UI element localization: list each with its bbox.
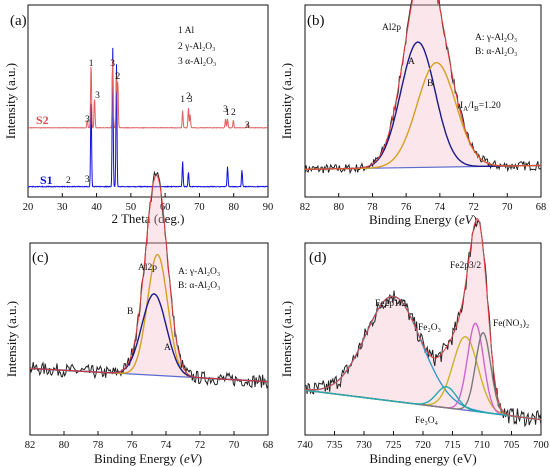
annotation-fe2o3: Fe₂O₃ <box>418 323 441 333</box>
x-tick-label: 80 <box>59 440 70 451</box>
y-axis-label: Intensity (a.u.) <box>3 63 18 139</box>
panel-c: (c) 82 80 78 76 74 72 70 68 Al2p A: γ-Al₂O₃ B: … <box>0 238 275 467</box>
y-axis-label: Intensity (a.u.) <box>279 301 294 377</box>
series-label-s1: S1 <box>40 173 53 187</box>
x-tick-label: 725 <box>386 440 402 451</box>
x-axis-label: Binding Energy (eV) <box>94 451 202 466</box>
panel-tag: (a) <box>10 13 27 29</box>
legend-line-alpha: 3 α-Al₂O₃ <box>178 57 216 67</box>
x-tick-label: 720 <box>415 440 431 451</box>
legend-line-al: 1 Al <box>178 26 194 36</box>
x-tick-label: 80 <box>333 202 344 213</box>
xps-fe2p-chart: (d) 740 735 730 725 720 715 710 705 700 Fe2p1/2 … <box>275 238 550 467</box>
xrd-chart: (a) 3133121 2331 232 3 20 30 40 50 60 70 80 90 1 A… <box>0 0 275 228</box>
x-tick-label: 90 <box>263 202 274 213</box>
annotation-fe2p12: Fe2p1/2 <box>375 299 406 309</box>
legend-line-a: A: γ-Al₂O₃ <box>475 33 517 43</box>
annotation-fe3o4: Fe₃O₄ <box>415 416 438 426</box>
x-tick-label: 710 <box>474 440 490 451</box>
x-tick-label: 740 <box>297 440 313 451</box>
peak-label: 3 <box>95 91 100 101</box>
peak-label: 2 <box>115 72 120 82</box>
x-tick-label: 68 <box>263 440 274 451</box>
peak-letter-a: A <box>164 343 171 353</box>
peak-label: 2 <box>231 108 236 118</box>
x-tick-label: 70 <box>502 202 513 213</box>
y-axis-label: Intensity (a.u.) <box>279 63 294 139</box>
panel-tag: (b) <box>307 13 325 29</box>
x-tick-label: 80 <box>228 202 239 213</box>
peak-label: 2 <box>66 176 71 186</box>
peak-label: 3 <box>85 175 90 185</box>
peak-label: 1 <box>180 95 185 105</box>
chart-title: Al2p <box>382 23 401 33</box>
x-tick-label: 40 <box>91 202 102 213</box>
x-tick-label: 30 <box>57 202 68 213</box>
panel-d: (d) 740 735 730 725 720 715 710 705 700 Fe2p1/2 … <box>275 238 550 467</box>
panel-a: (a) 313312123312323 20 30 40 50 60 70 80 90 1 A… <box>0 0 275 228</box>
y-axis-label: Intensity (a.u.) <box>4 301 19 377</box>
annotation-fe2p32: Fe2p3/2 <box>450 261 481 271</box>
x-tick-label: 70 <box>229 440 240 451</box>
xps-al2p-chart-c: (c) 82 80 78 76 74 72 70 68 Al2p A: γ-Al₂O₃ B: … <box>0 238 275 467</box>
x-tick-label: 730 <box>356 440 372 451</box>
panel-tag: (d) <box>309 250 327 266</box>
peak-letter-b: B <box>427 79 433 89</box>
legend-line-b: B: α-Al₂O₃ <box>475 47 517 57</box>
x-tick-label: 82 <box>300 202 311 213</box>
peak-label: 1 <box>225 108 230 118</box>
xps-al2p-chart-b: (b) 82 80 78 76 74 72 70 68 Al2p A: γ-Al₂O₃ B: … <box>275 0 550 228</box>
peak-label: 3 <box>110 59 115 69</box>
legend-line-gamma: 2 γ-Al₂O₃ <box>178 42 215 52</box>
peak-letter-a: A <box>408 57 415 67</box>
x-tick-label: 715 <box>445 440 461 451</box>
x-tick-label: 700 <box>533 440 549 451</box>
peak-label: 3 <box>188 95 193 105</box>
x-tick-label: 72 <box>195 440 206 451</box>
x-tick-label: 70 <box>194 202 205 213</box>
legend-line-a: A: γ-Al₂O₃ <box>178 267 220 277</box>
x-tick-label: 78 <box>93 440 104 451</box>
peak-label: 3 <box>245 121 250 131</box>
x-tick-label: 82 <box>25 440 36 451</box>
peak-letter-b: B <box>127 307 133 317</box>
x-axis-label: Binding energy (eV) <box>369 451 476 466</box>
peak-label: 3 <box>85 115 90 125</box>
panel-tag: (c) <box>32 250 49 266</box>
x-tick-label: 76 <box>127 440 138 451</box>
x-tick-label: 74 <box>161 440 172 451</box>
x-tick-label: 68 <box>536 202 547 213</box>
panel-b: (b) 82 80 78 76 74 72 70 68 Al2p A: γ-Al₂O₃ B: … <box>275 0 550 228</box>
series-label-s2: S2 <box>36 113 49 127</box>
legend-line-b: B: α-Al₂O₃ <box>178 281 220 291</box>
x-tick-label: 705 <box>504 440 520 451</box>
intensity-ratio: IA/IB=1.20 <box>460 101 501 113</box>
plot-frame <box>28 5 268 197</box>
chart-title: Al2p <box>138 263 157 273</box>
x-tick-label: 20 <box>23 202 34 213</box>
annotation-fe-no3: Fe(NO₃)₂ <box>493 318 529 329</box>
peak-label: 1 <box>89 59 94 69</box>
x-tick-label: 735 <box>327 440 343 451</box>
x-axis-label: Binding Energy (eV) <box>369 212 477 227</box>
